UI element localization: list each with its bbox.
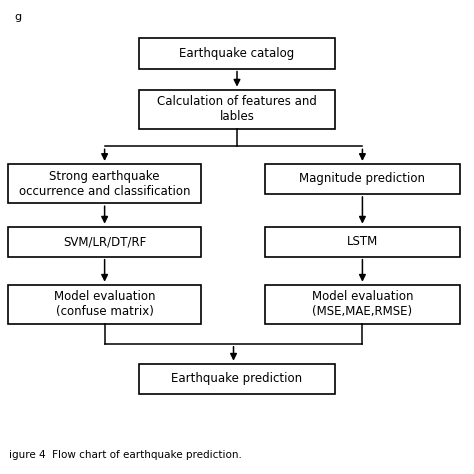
FancyBboxPatch shape: [265, 227, 460, 257]
FancyBboxPatch shape: [8, 284, 201, 324]
FancyBboxPatch shape: [139, 364, 335, 394]
Text: Strong earthquake
occurrence and classification: Strong earthquake occurrence and classif…: [19, 170, 191, 198]
FancyBboxPatch shape: [139, 38, 335, 69]
Text: LSTM: LSTM: [347, 235, 378, 248]
FancyBboxPatch shape: [139, 90, 335, 129]
Text: Earthquake prediction: Earthquake prediction: [172, 372, 302, 385]
Text: Earthquake catalog: Earthquake catalog: [179, 47, 295, 60]
Text: Magnitude prediction: Magnitude prediction: [300, 173, 426, 185]
Text: Model evaluation
(confuse matrix): Model evaluation (confuse matrix): [54, 291, 155, 319]
Text: SVM/LR/DT/RF: SVM/LR/DT/RF: [63, 235, 146, 248]
Text: igure 4  Flow chart of earthquake prediction.: igure 4 Flow chart of earthquake predict…: [9, 450, 242, 460]
Text: Model evaluation
(MSE,MAE,RMSE): Model evaluation (MSE,MAE,RMSE): [312, 291, 413, 319]
Text: g: g: [14, 12, 21, 22]
Text: Calculation of features and
lables: Calculation of features and lables: [157, 95, 317, 123]
FancyBboxPatch shape: [8, 227, 201, 257]
FancyBboxPatch shape: [8, 164, 201, 203]
FancyBboxPatch shape: [265, 284, 460, 324]
FancyBboxPatch shape: [265, 164, 460, 194]
